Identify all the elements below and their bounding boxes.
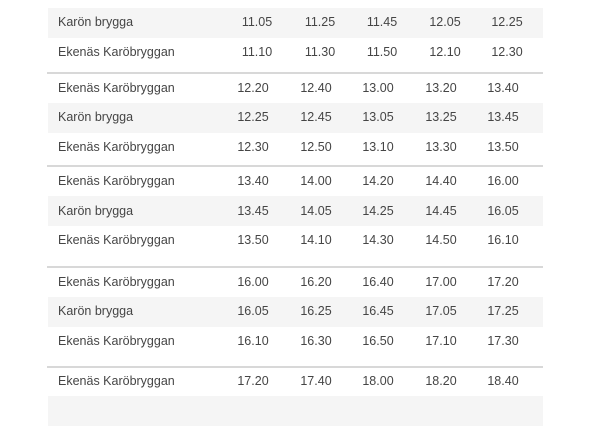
departure-time: 14.25: [362, 204, 394, 218]
departure-time: 16.20: [300, 275, 332, 289]
stop-name: Ekenäs Karöbryggan: [58, 174, 175, 188]
departure-time: 17.20: [487, 275, 519, 289]
departure-time: 16.00: [237, 275, 269, 289]
table-row: Ekenäs Karöbryggan 12.30 12.50 13.10 13.30 13…: [0, 137, 600, 157]
departure-time: 13.00: [362, 81, 394, 95]
table-row: Karön brygga 16.05 16.25 16.45 17.05 17.25: [0, 301, 600, 321]
table-row: Ekenäs Karöbryggan 13.40 14.00 14.20 14.40 16…: [0, 171, 600, 191]
departure-time: 13.40: [487, 81, 519, 95]
departure-time: 11.25: [304, 15, 336, 29]
row-stripe: [48, 8, 543, 38]
departure-time: 14.20: [362, 174, 394, 188]
departure-time: 12.25: [237, 110, 269, 124]
departure-time: 16.30: [300, 334, 332, 348]
table-row: Karön brygga 11.05 11.25 11.45 12.05 12.25: [0, 12, 600, 32]
departure-time: 12.30: [491, 45, 523, 59]
departure-time: 17.25: [487, 304, 519, 318]
stop-name: Karön brygga: [58, 204, 134, 218]
departure-time: 12.30: [237, 140, 269, 154]
departure-time: 13.25: [425, 110, 457, 124]
departure-time: 16.00: [487, 174, 519, 188]
group-divider: [47, 72, 543, 74]
departure-time: 14.05: [300, 204, 332, 218]
departure-time: 13.30: [425, 140, 457, 154]
departure-time: 18.40: [487, 374, 519, 388]
row-stripe: [48, 103, 543, 133]
departure-time: 13.40: [237, 174, 269, 188]
departure-time: 12.10: [429, 45, 461, 59]
departure-time: 11.45: [366, 15, 398, 29]
table-row: [0, 0, 600, 2]
stop-name: Ekenäs Karöbryggan: [58, 374, 175, 388]
group-divider: [47, 366, 543, 368]
departure-time: 18.20: [425, 374, 457, 388]
departure-time: 17.10: [425, 334, 457, 348]
departure-time: 13.10: [362, 140, 394, 154]
departure-time: 12.20: [237, 81, 269, 95]
departure-time: 12.50: [300, 140, 332, 154]
row-stripe: [48, 396, 543, 426]
departure-time: 16.10: [237, 334, 269, 348]
table-row: Ekenäs Karöbryggan 16.10 16.30 16.50 17.10 17…: [0, 331, 600, 351]
departure-time: 13.50: [237, 233, 269, 247]
departure-time: 14.00: [300, 174, 332, 188]
row-stripe: [48, 297, 543, 327]
departure-time: 14.10: [300, 233, 332, 247]
departure-time: 14.50: [425, 233, 457, 247]
departure-time: 14.40: [425, 174, 457, 188]
stop-name: Ekenäs Karöbryggan: [58, 275, 175, 289]
stop-name: Ekenäs Karöbryggan: [58, 233, 175, 247]
stop-name: Karön brygga: [58, 15, 134, 29]
departure-time: 13.05: [362, 110, 394, 124]
departure-time: 17.05: [425, 304, 457, 318]
table-row: Ekenäs Karöbryggan 16.00 16.20 16.40 17.00 17…: [0, 272, 600, 292]
departure-time: 17.40: [300, 374, 332, 388]
departure-time: 13.45: [487, 110, 519, 124]
departure-time: 16.05: [237, 304, 269, 318]
table-row: Ekenäs Karöbryggan 12.20 12.40 13.00 13.20 13…: [0, 78, 600, 98]
stop-name: Ekenäs Karöbryggan: [58, 81, 175, 95]
stop-name: Ekenäs Karöbryggan: [58, 45, 175, 59]
departure-time: 11.05: [241, 15, 273, 29]
stop-name: Ekenäs Karöbryggan: [58, 140, 175, 154]
departure-time: 11.50: [366, 45, 398, 59]
departure-time: 14.45: [425, 204, 457, 218]
departure-time: 12.40: [300, 81, 332, 95]
departure-time: 12.45: [300, 110, 332, 124]
stop-name: Karön brygga: [58, 304, 134, 318]
departure-time: 16.50: [362, 334, 394, 348]
departure-time: 12.25: [491, 15, 523, 29]
stop-name: Ekenäs Karöbryggan: [58, 334, 175, 348]
departure-time: 11.30: [304, 45, 336, 59]
departure-time: 17.00: [425, 275, 457, 289]
table-row: Ekenäs Karöbryggan 13.50 14.10 14.30 14.50 16…: [0, 230, 600, 250]
departure-time: 16.05: [487, 204, 519, 218]
departure-time: 11.10: [241, 45, 273, 59]
departure-time: 13.50: [487, 140, 519, 154]
departure-time: 16.40: [362, 275, 394, 289]
group-divider: [47, 165, 543, 167]
stop-name: Karön brygga: [58, 110, 134, 124]
table-row: Ekenäs Karöbryggan 17.20 17.40 18.00 18.20 18…: [0, 371, 600, 391]
table-row: Karön brygga 12.25 12.45 13.05 13.25 13.45: [0, 107, 600, 127]
row-stripe: [48, 196, 543, 226]
group-divider: [47, 266, 543, 268]
departure-time: 17.30: [487, 334, 519, 348]
departure-time: 13.20: [425, 81, 457, 95]
departure-time: 18.00: [362, 374, 394, 388]
departure-time: 16.45: [362, 304, 394, 318]
departure-time: 13.45: [237, 204, 269, 218]
departure-time: 12.05: [429, 15, 461, 29]
departure-time: 17.20: [237, 374, 269, 388]
departure-time: 14.30: [362, 233, 394, 247]
table-row: Ekenäs Karöbryggan 11.10 11.30 11.50 12.10 12…: [0, 42, 600, 62]
departure-time: 16.25: [300, 304, 332, 318]
table-row: Karön brygga 13.45 14.05 14.25 14.45 16.05: [0, 201, 600, 221]
departure-time: 16.10: [487, 233, 519, 247]
